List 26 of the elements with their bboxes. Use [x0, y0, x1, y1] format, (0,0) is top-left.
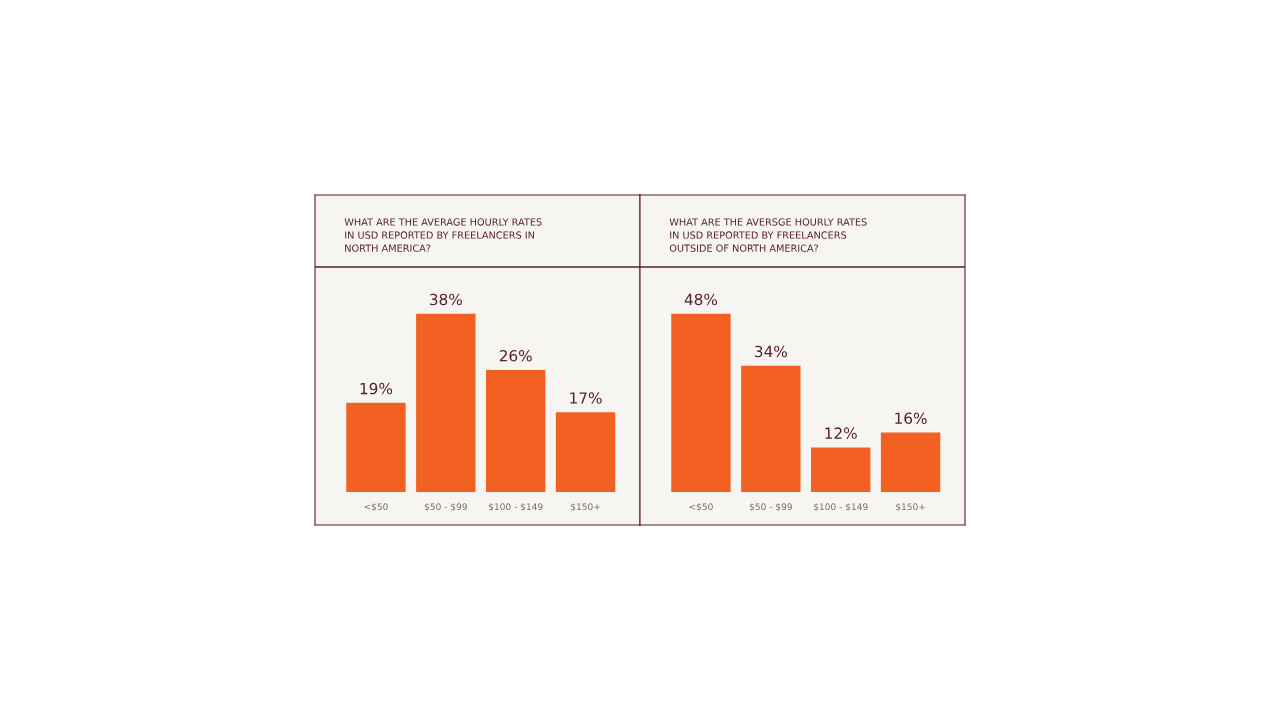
x-tick-label: $100 - $149 [488, 503, 543, 512]
data-label: 48% [684, 293, 718, 306]
x-tick-label: $150+ [571, 503, 600, 512]
chart-title: WHAT ARE THE AVERSGE HOURLY RATES IN USD REPORTED BY FREELANCERS OUTSIDE OF NORTH AMERICA? [669, 218, 867, 252]
data-label: 16% [895, 412, 927, 425]
x-tick-label: <$50 [689, 503, 713, 512]
chart-title: WHAT ARE THE AVERAGE HOURLY RATES IN USD REPORTED BY FREELANCERS IN NORTH AMERICA? [344, 218, 542, 252]
x-tick-label: <$50 [364, 503, 388, 512]
x-tick-label: $150+ [896, 503, 925, 512]
bar [810, 447, 871, 492]
bar [741, 365, 801, 492]
data-label: 26% [499, 349, 532, 362]
data-label: 34% [755, 345, 787, 358]
bar [485, 370, 546, 492]
bar [416, 313, 476, 492]
x-tick-label: $50 - $99 [424, 503, 467, 512]
bar [671, 313, 731, 492]
data-label: 12% [825, 427, 857, 439]
bar [880, 432, 941, 492]
data-label: 19% [360, 382, 393, 395]
data-label: 17% [570, 392, 602, 404]
bar [555, 412, 616, 492]
x-tick-label: $50 - $99 [749, 503, 792, 512]
x-tick-label: $100 - $149 [813, 503, 868, 512]
bar [346, 402, 406, 492]
data-label: 38% [430, 293, 462, 306]
